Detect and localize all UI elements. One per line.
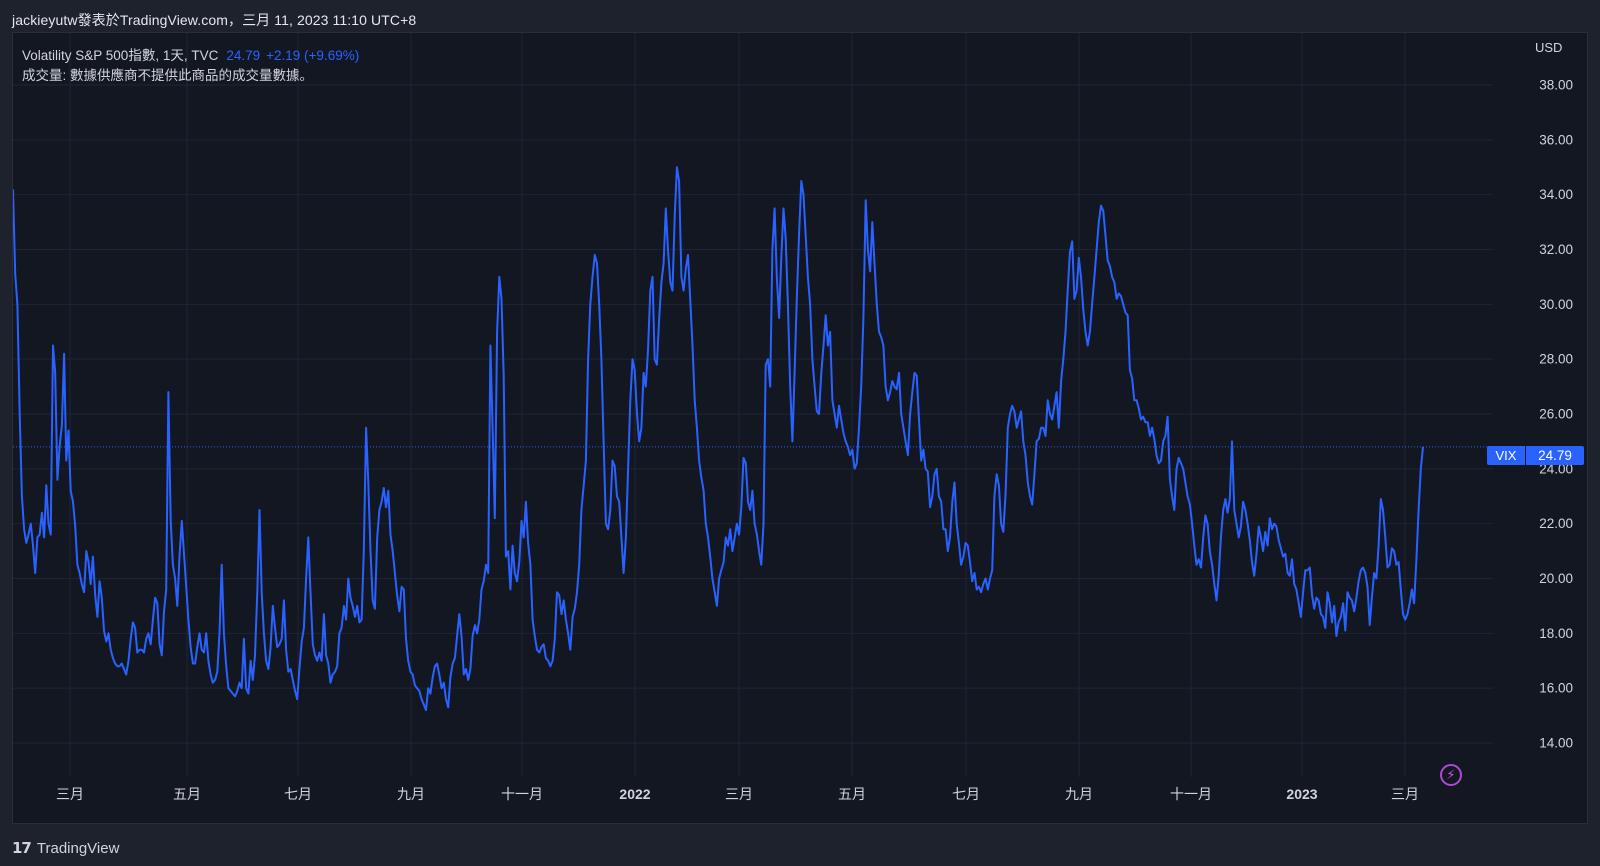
x-tick-label: 十一月: [501, 786, 543, 802]
price-change: +2.19 (+9.69%): [266, 48, 360, 63]
x-tick-label: 五月: [173, 786, 201, 802]
y-tick-label: 16.00: [1539, 681, 1573, 696]
volume-note: 成交量: 數據供應商不提供此商品的成交量數據。: [22, 68, 314, 83]
x-tick-label: 三月: [725, 786, 753, 802]
y-tick-label: 36.00: [1539, 132, 1573, 147]
y-tick-label: 38.00: [1539, 78, 1573, 93]
chart-pane[interactable]: 38.00 36.00 34.00 32.00 30.00 28.00 26.00 24.00…: [12, 32, 1588, 824]
y-tick-label: 34.00: [1539, 187, 1573, 202]
x-tick-label: 五月: [838, 786, 866, 802]
y-tick-label: 22.00: [1539, 516, 1573, 531]
symbol-legend[interactable]: Volatility S&P 500指數, 1天, TVC 24.79 +2.19 …: [22, 44, 359, 64]
x-tick-label: 十一月: [1170, 786, 1212, 802]
x-tick-label: 七月: [952, 786, 980, 802]
symbol-title[interactable]: Volatility S&P 500指數, 1天, TVC: [22, 48, 219, 63]
footer[interactable]: 𝟭𝟳 TradingView: [12, 838, 119, 858]
brand-name: TradingView: [36, 839, 120, 857]
y-tick-label: 30.00: [1539, 297, 1573, 312]
last-price: 24.79: [226, 48, 261, 63]
y-tick-label: 32.00: [1539, 242, 1573, 257]
last-price-value-tag: 24.79: [1526, 446, 1584, 465]
tradingview-logo-icon: 𝟭𝟳: [12, 840, 32, 857]
x-tick-label: 2022: [619, 786, 650, 802]
last-price-ticker-tag: VIX: [1487, 446, 1525, 465]
y-tick-label: 20.00: [1539, 571, 1573, 586]
x-tick-label: 九月: [397, 786, 425, 802]
x-tick-label: 三月: [56, 786, 84, 802]
currency-label[interactable]: USD: [1535, 40, 1563, 55]
y-tick-label: 26.00: [1539, 407, 1573, 422]
vix-line-chart[interactable]: 38.00 36.00 34.00 32.00 30.00 28.00 26.00 24.00…: [13, 33, 1589, 825]
y-tick-label: 18.00: [1539, 626, 1573, 641]
lightning-bolt-icon[interactable]: ⚡: [1440, 764, 1462, 786]
y-tick-label: 28.00: [1539, 352, 1573, 367]
series-line-vix: [13, 166, 1424, 712]
x-tick-label: 2023: [1286, 786, 1317, 802]
y-tick-label: 14.00: [1539, 736, 1573, 751]
x-tick-label: 七月: [284, 786, 312, 802]
publish-line: jackieyutw發表於TradingView.com，三月 11, 2023…: [12, 12, 417, 28]
x-tick-label: 九月: [1065, 786, 1093, 802]
x-tick-label: 三月: [1391, 786, 1419, 802]
y-tick-label: 24.00: [1539, 461, 1573, 476]
